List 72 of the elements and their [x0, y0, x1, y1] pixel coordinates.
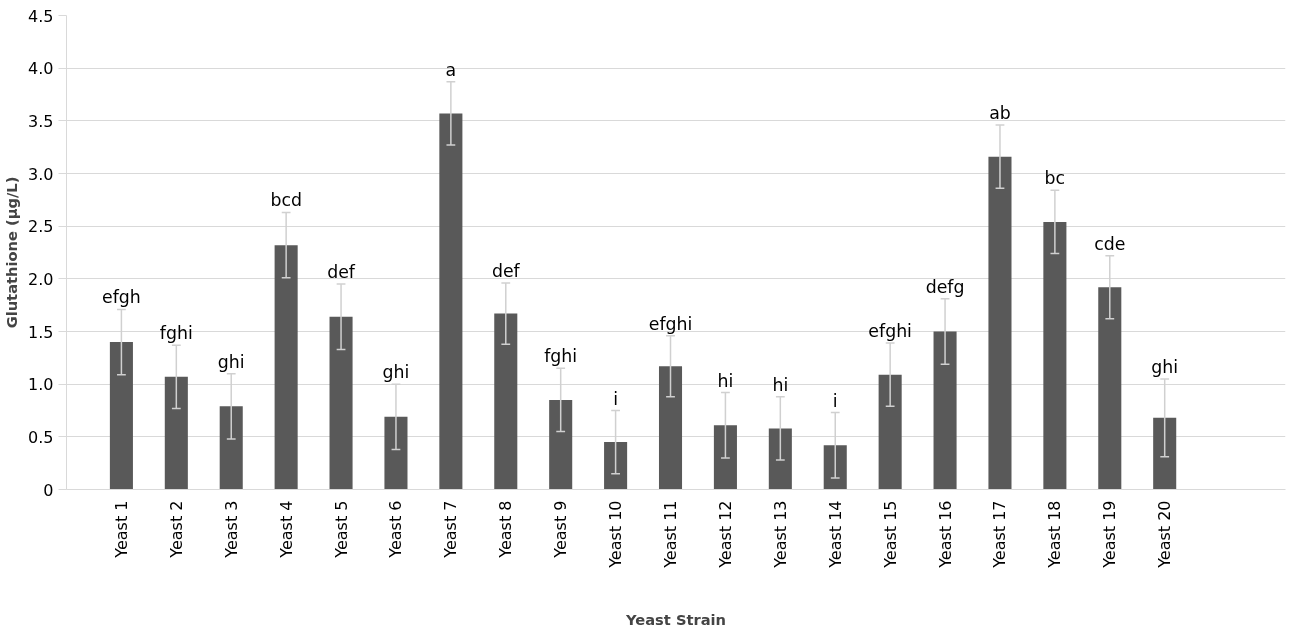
bar: [1043, 221, 1067, 490]
annotation: ghi: [1151, 356, 1179, 377]
bar: [329, 316, 353, 490]
x-tick-label: Yeast 13: [770, 500, 790, 569]
bar: [604, 442, 628, 490]
annotation: def: [491, 261, 521, 282]
x-tick-label: Yeast 16: [935, 500, 955, 569]
bar: [549, 399, 573, 490]
x-tick-label: Yeast 19: [1100, 500, 1120, 569]
x-tick-label: Yeast 11: [661, 500, 681, 569]
annotation: efgh: [102, 287, 141, 308]
bar: [933, 331, 957, 490]
annotation: ab: [989, 103, 1011, 124]
x-tick-label: Yeast 14: [825, 500, 845, 569]
x-tick-label: Yeast 1: [111, 500, 131, 559]
y-axis-title: Glutathione (µg/L): [3, 176, 21, 329]
x-tick-label: Yeast 5: [331, 500, 351, 559]
annotation: cde: [1094, 233, 1126, 254]
y-tick-label: 3.0: [28, 164, 54, 184]
bar: [1153, 417, 1177, 490]
x-tick-label: Yeast 12: [715, 500, 735, 569]
bar: [219, 406, 243, 490]
y-tick-label: 3.5: [28, 111, 54, 131]
y-tick-label: 0.5: [28, 427, 54, 447]
x-tick-label: Yeast 3: [221, 500, 241, 559]
annotation: ghi: [217, 351, 245, 372]
bar: [494, 313, 518, 490]
x-tick-label: Yeast 18: [1045, 500, 1065, 569]
annotation: bc: [1044, 168, 1066, 189]
annotation: ghi: [382, 362, 410, 383]
annotation: fghi: [544, 346, 578, 367]
x-tick-label: Yeast 7: [441, 500, 461, 559]
bar: [713, 425, 737, 490]
annotation: hi: [717, 370, 734, 391]
x-tick-label: Yeast 6: [386, 500, 406, 559]
y-tick-label: 1.5: [28, 322, 54, 342]
bar: [988, 156, 1012, 490]
annotation: a: [445, 59, 457, 80]
y-tick-label: 0: [43, 480, 54, 500]
x-tick-label: Yeast 4: [276, 500, 296, 559]
annotation: bcd: [270, 190, 302, 211]
bar: [823, 445, 847, 490]
x-tick-label: Yeast 2: [166, 500, 186, 559]
x-tick-label: Yeast 8: [496, 500, 516, 559]
bar: [768, 428, 792, 490]
x-tick-label: Yeast 10: [606, 500, 626, 569]
x-tick-label: Yeast 15: [880, 500, 900, 569]
bar: [274, 245, 298, 490]
y-tick-label: 2.5: [28, 217, 54, 237]
y-tick-label: 2.0: [28, 269, 54, 289]
x-tick-label: Yeast 9: [551, 500, 571, 559]
annotation: efghi: [648, 313, 693, 334]
bar: [878, 374, 902, 490]
annotation: hi: [772, 374, 789, 395]
bar: [384, 416, 408, 490]
bar: [109, 342, 133, 490]
annotation: i: [613, 388, 619, 409]
y-tick-label: 1.0: [28, 375, 54, 395]
annotation: def: [327, 262, 356, 283]
y-tick-label: 4.5: [28, 6, 54, 26]
x-axis-title: Yeast Strain: [624, 610, 727, 628]
bar: [439, 113, 463, 490]
bar: [1098, 287, 1122, 490]
x-tick-label: Yeast 17: [990, 500, 1010, 569]
bar: [658, 366, 683, 490]
annotation: i: [832, 390, 838, 411]
annotation: efghi: [868, 321, 912, 342]
x-tick-label: Yeast 20: [1155, 500, 1175, 569]
annotation: defg: [925, 276, 965, 297]
bar: [164, 376, 188, 490]
annotation: fghi: [159, 323, 193, 344]
y-tick-label: 4.0: [28, 59, 54, 79]
